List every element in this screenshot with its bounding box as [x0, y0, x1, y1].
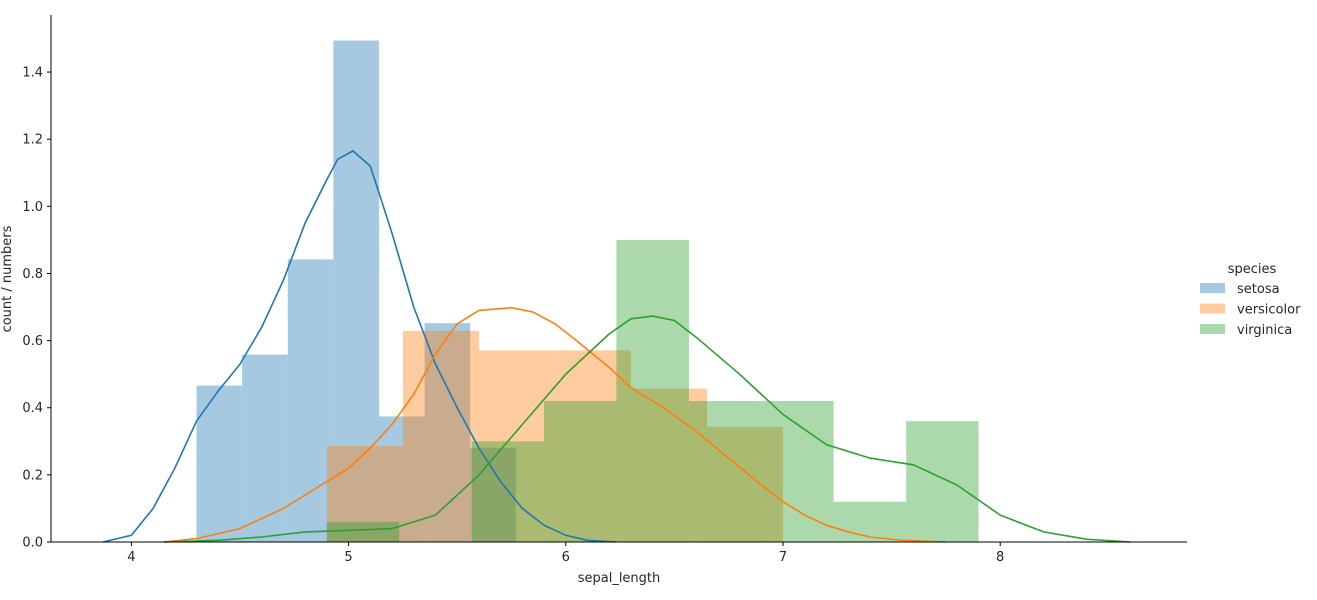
legend-swatch-setosa: [1200, 283, 1225, 293]
bar-virginica-7: [833, 501, 907, 542]
y-tick-label-3: 0.6: [22, 334, 43, 349]
bar-versicolor-3: [554, 350, 631, 542]
bar-setosa-6: [470, 447, 516, 542]
y-tick-label-0: 0.0: [22, 536, 43, 551]
bar-virginica-0: [326, 521, 400, 542]
x-tick-label-2: 6: [562, 550, 570, 565]
y-tick-label-6: 1.2: [22, 133, 43, 148]
bar-virginica-3: [544, 401, 617, 542]
y-tick-label-4: 0.8: [22, 267, 43, 282]
bar-setosa-1: [242, 354, 288, 542]
kde-line-setosa: [102, 149, 616, 543]
bar-versicolor-5: [706, 426, 783, 542]
kde-line-virginica: [163, 315, 1131, 543]
legend-swatch-versicolor: [1200, 303, 1225, 314]
bar-setosa-3: [333, 40, 379, 542]
y-tick-label-1: 0.2: [22, 468, 43, 483]
bar-virginica-4: [616, 239, 689, 543]
bar-virginica-6: [761, 401, 834, 542]
bar-virginica-8: [906, 421, 979, 542]
bar-versicolor-0: [326, 445, 403, 542]
bar-versicolor-2: [478, 350, 555, 542]
kde-line-versicolor: [163, 306, 946, 543]
kde-curves: [102, 149, 1131, 543]
y-axis-label: count / numbers: [0, 225, 15, 332]
y-tick-label-7: 1.4: [22, 66, 43, 81]
axes: 4 5 6 7 8 0.0 0.2 0.4 0.6 0.8 1.0 1.2 1.4: [22, 15, 1187, 565]
legend-title: species: [1228, 262, 1277, 277]
bar-versicolor-4: [630, 388, 707, 542]
legend-label-versicolor: versicolor: [1237, 303, 1301, 318]
x-tick-label-3: 7: [779, 550, 787, 565]
x-tick-label-1: 5: [344, 550, 352, 565]
bar-versicolor-1: [402, 330, 479, 542]
x-axis-label: sepal_length: [578, 571, 661, 586]
histogram-bars: [196, 40, 979, 543]
legend-swatch-virginica: [1200, 324, 1225, 334]
bar-virginica-5: [688, 401, 762, 542]
x-tick-label-4: 8: [996, 550, 1004, 565]
legend-label-virginica: virginica: [1237, 323, 1292, 338]
legend: species setosa versicolor virginica: [1200, 262, 1301, 338]
y-tick-label-2: 0.4: [22, 401, 43, 416]
x-tick-label-0: 4: [127, 550, 135, 565]
bar-setosa-0: [196, 385, 243, 542]
bar-setosa-2: [287, 259, 334, 542]
legend-label-setosa: setosa: [1237, 282, 1280, 297]
y-tick-label-5: 1.0: [22, 200, 43, 215]
